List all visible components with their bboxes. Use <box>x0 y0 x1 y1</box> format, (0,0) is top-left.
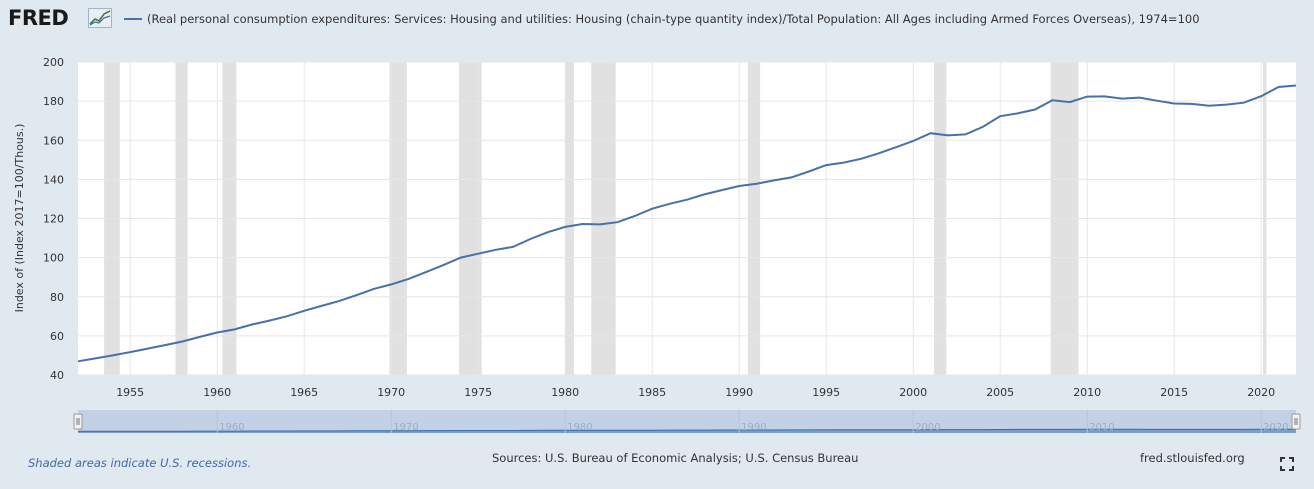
y-tick-label: 40 <box>50 369 64 382</box>
y-tick-label: 60 <box>50 330 64 343</box>
navigator-series-line <box>78 428 1297 432</box>
y-axis-label: Index of (Index 2017=100/Thous.) <box>13 124 26 313</box>
grid-lines <box>78 61 1296 376</box>
x-tick-label: 1990 <box>725 386 753 399</box>
x-tick-label: 1995 <box>812 386 840 399</box>
navigator-series-area <box>78 429 1296 433</box>
recession-note: Shaded areas indicate U.S. recessions. <box>28 456 252 470</box>
navigator-tick-label: 1990 <box>741 422 766 433</box>
y-tick-label: 180 <box>43 95 64 108</box>
x-tick-label: 1965 <box>290 386 318 399</box>
fred-logo[interactable]: FRED <box>8 6 69 30</box>
y-tick-label: 140 <box>43 173 64 186</box>
navigator-tick-label: 2010 <box>1089 422 1114 433</box>
line-graph-icon <box>88 8 112 28</box>
fred-url-link[interactable]: fred.stlouisfed.org <box>1140 451 1245 465</box>
x-tick-label: 2010 <box>1073 386 1101 399</box>
x-tick-label: 1955 <box>116 386 144 399</box>
legend-series-label[interactable]: (Real personal consumption expenditures:… <box>147 12 1200 26</box>
navigator-tick-label: 1960 <box>219 422 244 433</box>
x-tick-label: 2005 <box>986 386 1014 399</box>
y-tick-label: 120 <box>43 213 64 226</box>
x-tick-label: 1980 <box>551 386 579 399</box>
navigator-handle-right[interactable] <box>1291 413 1301 430</box>
y-tick-label: 200 <box>43 56 64 69</box>
x-tick-label: 1975 <box>464 386 492 399</box>
navigator-handle-left[interactable] <box>73 413 83 430</box>
navigator-tick-label: 1980 <box>567 422 592 433</box>
y-tick-label: 160 <box>43 134 64 147</box>
x-tick-label: 1985 <box>638 386 666 399</box>
navigator-ticks: 1960 1970 1980 1990 2000 2010 2020 <box>216 410 1289 433</box>
x-tick-label: 2015 <box>1160 386 1188 399</box>
sources-text: Sources: U.S. Bureau of Economic Analysi… <box>492 451 859 465</box>
x-tick-label: 2020 <box>1247 386 1275 399</box>
fullscreen-icon[interactable] <box>1280 457 1294 471</box>
x-tick-label: 2000 <box>899 386 927 399</box>
x-axis-ticks: 1955 1960 1965 1970 1975 1980 1985 1990 1995 2000… <box>116 386 1275 399</box>
navigator-tick-label: 2000 <box>915 422 940 433</box>
x-tick-label: 1970 <box>377 386 405 399</box>
navigator-tick-label: 2020 <box>1263 422 1288 433</box>
y-axis-ticks: 200 180 160 140 120 100 80 60 40 <box>43 56 64 382</box>
legend-swatch <box>124 18 142 20</box>
range-navigator[interactable]: 1960 1970 1980 1990 2000 2010 2020 <box>73 410 1301 433</box>
y-tick-label: 80 <box>50 291 64 304</box>
y-tick-label: 100 <box>43 252 64 265</box>
chart-header: FRED (Real personal consumption expendit… <box>8 6 1308 32</box>
navigator-tick-label: 1970 <box>393 422 418 433</box>
navigator-track[interactable] <box>78 410 1296 433</box>
series-line <box>77 84 1297 363</box>
x-tick-label: 1960 <box>203 386 231 399</box>
